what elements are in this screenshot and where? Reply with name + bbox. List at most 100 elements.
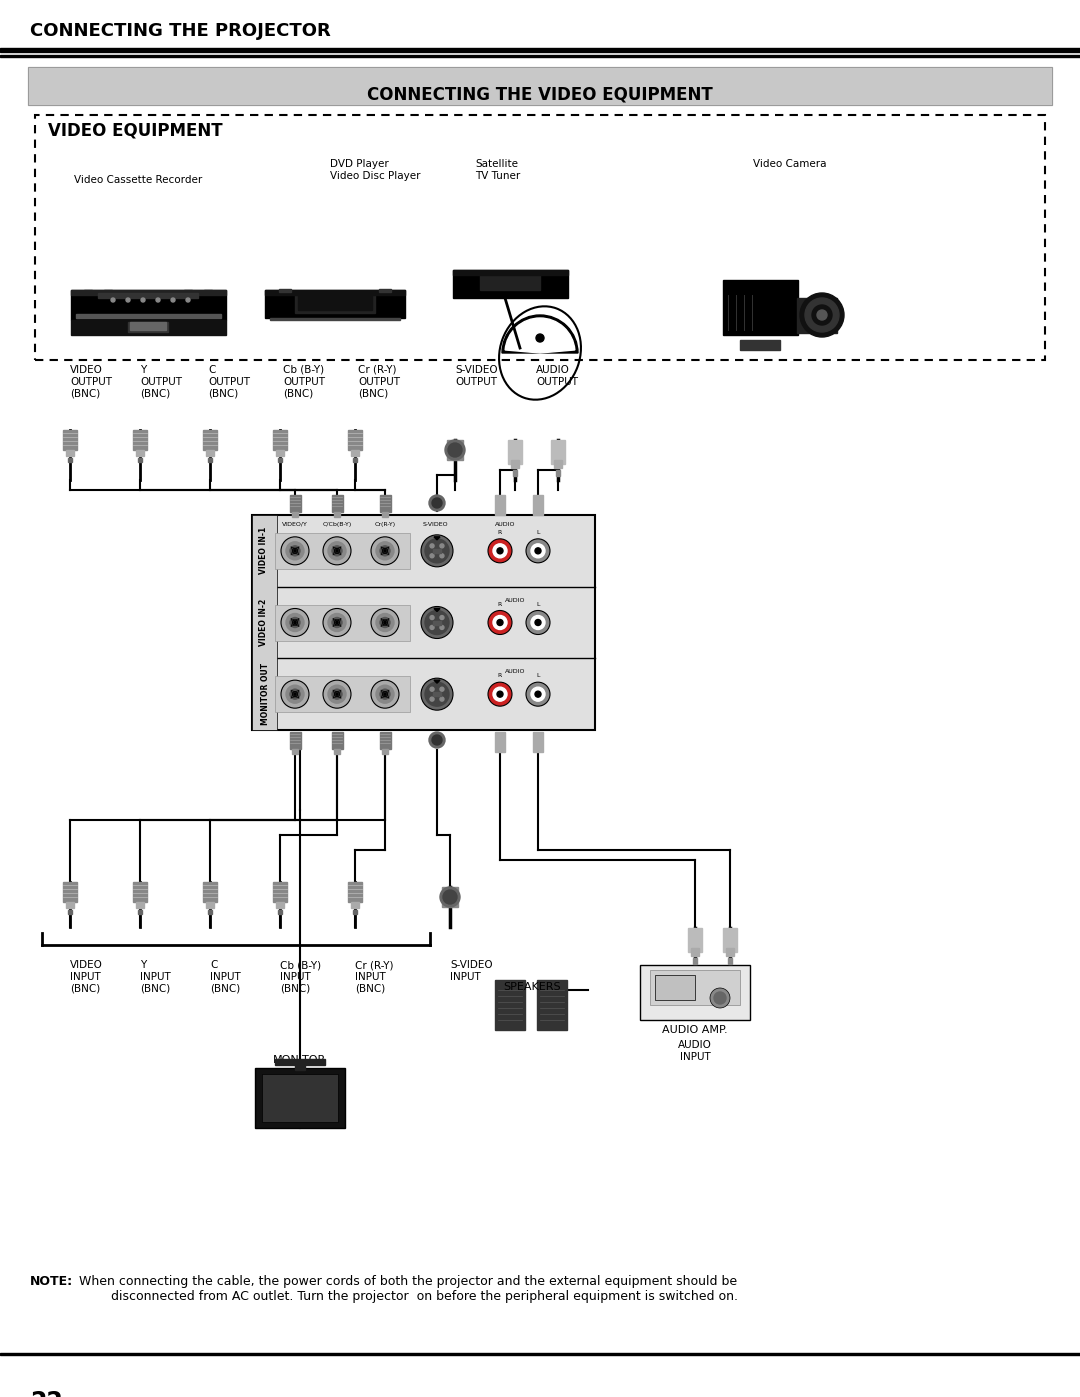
Bar bbox=[208, 909, 212, 914]
Text: NOTE:: NOTE: bbox=[30, 1275, 73, 1288]
Bar bbox=[273, 430, 287, 450]
Text: 22: 22 bbox=[30, 1390, 63, 1397]
Bar bbox=[691, 949, 699, 956]
Circle shape bbox=[384, 550, 386, 552]
Bar bbox=[63, 882, 77, 902]
Circle shape bbox=[332, 546, 342, 556]
Circle shape bbox=[448, 443, 462, 457]
Text: Y
OUTPUT
(BNC): Y OUTPUT (BNC) bbox=[140, 365, 183, 398]
Bar bbox=[433, 549, 441, 553]
Bar bbox=[453, 270, 568, 298]
Circle shape bbox=[336, 622, 338, 623]
Text: VIDEO/Y: VIDEO/Y bbox=[282, 522, 308, 527]
Circle shape bbox=[286, 685, 303, 703]
Circle shape bbox=[328, 613, 346, 631]
Circle shape bbox=[497, 692, 503, 697]
Bar bbox=[278, 458, 282, 462]
Bar bbox=[295, 1060, 305, 1070]
Text: S-VIDEO: S-VIDEO bbox=[422, 522, 448, 527]
Circle shape bbox=[336, 693, 338, 696]
Bar bbox=[203, 430, 217, 450]
Bar bbox=[295, 293, 375, 313]
Text: Satellite
TV Tuner: Satellite TV Tuner bbox=[475, 159, 521, 180]
Circle shape bbox=[156, 298, 160, 302]
Bar bbox=[262, 1074, 338, 1122]
Bar bbox=[66, 902, 75, 908]
Circle shape bbox=[816, 310, 827, 320]
Circle shape bbox=[497, 548, 503, 553]
Circle shape bbox=[294, 693, 296, 696]
Circle shape bbox=[531, 687, 545, 701]
Bar bbox=[265, 291, 405, 319]
Bar bbox=[206, 902, 214, 908]
Circle shape bbox=[440, 616, 444, 619]
Text: MONITOR OUT: MONITOR OUT bbox=[261, 664, 270, 725]
Circle shape bbox=[432, 735, 442, 745]
Text: Cb (B-Y)
OUTPUT
(BNC): Cb (B-Y) OUTPUT (BNC) bbox=[283, 365, 325, 398]
Text: R: R bbox=[498, 529, 502, 535]
Bar bbox=[130, 321, 166, 330]
Text: VIDEO
OUTPUT
(BNC): VIDEO OUTPUT (BNC) bbox=[70, 365, 112, 398]
Circle shape bbox=[171, 298, 175, 302]
Bar bbox=[63, 430, 77, 450]
Bar bbox=[495, 981, 525, 1030]
Circle shape bbox=[336, 550, 338, 552]
Text: C
OUTPUT
(BNC): C OUTPUT (BNC) bbox=[208, 365, 249, 398]
Bar bbox=[726, 949, 734, 956]
Bar bbox=[740, 339, 780, 351]
Bar bbox=[640, 965, 750, 1020]
Circle shape bbox=[426, 682, 449, 705]
Bar bbox=[723, 279, 798, 335]
Circle shape bbox=[293, 620, 297, 624]
Bar bbox=[275, 676, 410, 712]
Polygon shape bbox=[434, 609, 440, 612]
Circle shape bbox=[291, 546, 300, 556]
Bar bbox=[447, 440, 463, 460]
Circle shape bbox=[492, 687, 507, 701]
Bar bbox=[688, 928, 702, 951]
Bar bbox=[534, 732, 543, 752]
Circle shape bbox=[714, 992, 726, 1004]
Circle shape bbox=[492, 616, 507, 630]
Circle shape bbox=[488, 682, 512, 705]
Circle shape bbox=[430, 687, 434, 692]
Bar bbox=[650, 970, 740, 1004]
Bar bbox=[334, 749, 340, 753]
Bar bbox=[184, 291, 192, 292]
Bar bbox=[380, 732, 391, 749]
Circle shape bbox=[332, 617, 342, 627]
Bar bbox=[71, 291, 226, 295]
Wedge shape bbox=[505, 319, 575, 353]
Circle shape bbox=[376, 613, 394, 631]
Circle shape bbox=[805, 298, 839, 332]
Bar bbox=[68, 458, 72, 462]
Bar bbox=[298, 293, 372, 310]
Circle shape bbox=[535, 692, 541, 697]
Bar bbox=[71, 291, 226, 320]
Bar bbox=[71, 320, 226, 335]
Bar bbox=[133, 430, 147, 450]
Circle shape bbox=[426, 610, 449, 634]
Circle shape bbox=[323, 609, 351, 637]
Bar bbox=[332, 495, 343, 511]
Text: Cr (R-Y)
OUTPUT
(BNC): Cr (R-Y) OUTPUT (BNC) bbox=[357, 365, 400, 398]
Bar bbox=[252, 515, 595, 731]
Text: S-VIDEO
INPUT: S-VIDEO INPUT bbox=[450, 960, 492, 982]
Text: VIDEO
INPUT
(BNC): VIDEO INPUT (BNC) bbox=[70, 960, 103, 993]
Circle shape bbox=[141, 298, 145, 302]
Text: Video Camera: Video Camera bbox=[753, 159, 827, 169]
Circle shape bbox=[380, 617, 390, 627]
Circle shape bbox=[432, 497, 442, 509]
Bar bbox=[278, 909, 282, 914]
Polygon shape bbox=[434, 680, 440, 683]
Circle shape bbox=[126, 298, 130, 302]
Circle shape bbox=[286, 542, 303, 560]
Bar bbox=[534, 495, 543, 515]
Bar bbox=[442, 887, 458, 907]
Bar bbox=[138, 458, 141, 462]
Circle shape bbox=[382, 549, 388, 553]
Bar bbox=[379, 289, 391, 292]
Bar bbox=[275, 1059, 325, 1065]
Text: R: R bbox=[498, 673, 502, 678]
Bar bbox=[453, 270, 568, 275]
